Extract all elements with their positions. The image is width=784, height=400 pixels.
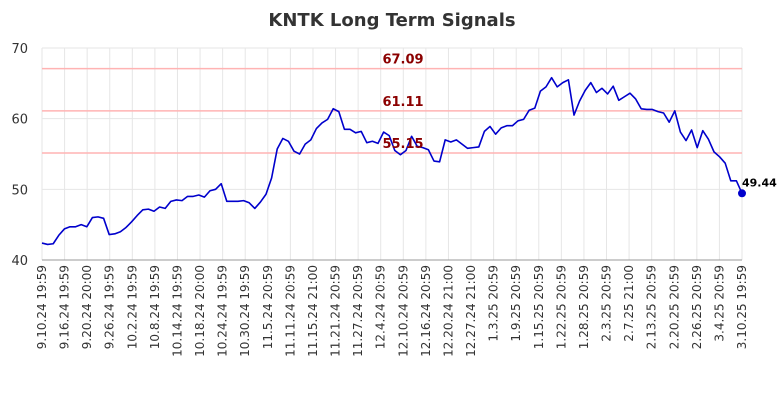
last-value-label: 49.44 (742, 176, 777, 189)
signal-level-label: 55.15 (382, 137, 423, 152)
x-tick-label: 2.13.25 20:59 (645, 265, 659, 349)
x-tick-label: 2.20.25 20:59 (667, 265, 681, 349)
x-tick-label: 1.3.25 20:59 (487, 265, 501, 342)
x-axis: 9.10.24 19:59 9.16.24 19:59 9.20.24 20:00 9… (35, 265, 749, 357)
x-tick-label: 2.7.25 21:00 (622, 265, 636, 342)
y-tick-label: 50 (11, 183, 28, 198)
last-value-point (738, 189, 746, 198)
last-value-marker: 49.44 (738, 176, 777, 198)
x-tick-label: 12.20.24 21:00 (441, 265, 455, 357)
x-tick-label: 2.26.25 20:59 (690, 265, 704, 349)
x-tick-label: 10.18.24 20:00 (193, 265, 207, 357)
x-tick-label: 9.26.24 19:59 (103, 265, 117, 349)
y-tick-label: 60 (11, 113, 28, 128)
signal-level-label: 61.11 (382, 95, 423, 110)
x-tick-label: 9.10.24 19:59 (35, 265, 49, 349)
series-line (41, 76, 743, 246)
signal-levels (42, 67, 742, 154)
y-tick-label: 70 (11, 42, 28, 57)
x-tick-label: 2.3.25 20:59 (600, 265, 614, 342)
chart-title: KNTK Long Term Signals (268, 10, 515, 31)
x-tick-label: 1.15.25 20:59 (532, 265, 546, 349)
x-tick-label: 3.4.25 20:59 (712, 265, 726, 342)
x-tick-label: 11.27.24 20:59 (351, 265, 365, 357)
x-tick-label: 10.8.24 19:59 (148, 265, 162, 349)
x-tick-label: 11.5.24 20:59 (261, 265, 275, 349)
grid (41, 47, 743, 261)
x-tick-label: 10.2.24 19:59 (125, 265, 139, 349)
x-tick-label: 11.15.24 21:00 (306, 265, 320, 357)
signal-level-label: 67.09 (382, 53, 423, 68)
x-tick-label: 12.10.24 20:59 (396, 265, 410, 357)
x-tick-label: 12.16.24 20:59 (419, 265, 433, 357)
x-tick-label: 3.10.25 19:59 (735, 265, 749, 349)
x-tick-label: 9.20.24 20:00 (80, 265, 94, 349)
x-tick-label: 10.30.24 19:59 (238, 265, 252, 357)
series-group (41, 76, 743, 246)
x-tick-label: 1.9.25 20:59 (509, 265, 523, 342)
y-tick-label: 40 (11, 254, 28, 269)
x-tick-label: 10.14.24 19:59 (170, 265, 184, 357)
signal-level-labels: 67.09 61.11 55.15 (382, 53, 423, 152)
x-tick-label: 10.24.24 19:59 (216, 265, 230, 357)
x-tick-label: 1.22.25 20:59 (554, 265, 568, 349)
x-tick-label: 12.4.24 20:59 (374, 265, 388, 349)
x-tick-label: 11.11.24 20:59 (283, 265, 297, 357)
x-tick-label: 9.16.24 19:59 (58, 265, 72, 349)
x-tick-label: 11.21.24 20:59 (329, 265, 343, 357)
y-axis: 40 50 60 70 (11, 42, 28, 269)
x-tick-label: 1.28.25 20:59 (577, 265, 591, 349)
x-tick-label: 12.27.24 21:00 (464, 265, 478, 357)
